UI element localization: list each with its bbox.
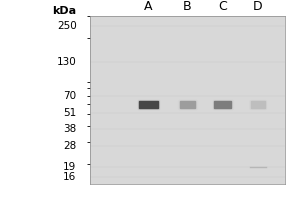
Bar	[250, 101, 265, 108]
Bar	[138, 100, 159, 109]
Bar	[213, 100, 232, 109]
Text: kDa: kDa	[52, 6, 76, 16]
Bar	[180, 101, 195, 108]
Bar	[250, 100, 266, 109]
Text: D: D	[253, 0, 262, 13]
Text: 38: 38	[63, 124, 76, 134]
Bar	[249, 100, 266, 109]
Text: 28: 28	[63, 141, 76, 151]
Bar	[179, 100, 196, 109]
Bar	[214, 101, 231, 108]
Bar	[251, 101, 265, 108]
Bar	[213, 100, 232, 109]
Text: 16: 16	[63, 172, 76, 182]
Bar	[139, 101, 158, 108]
Text: 51: 51	[63, 108, 76, 118]
Text: A: A	[144, 0, 153, 13]
Bar	[178, 100, 197, 109]
Text: 130: 130	[57, 57, 76, 67]
Text: 250: 250	[57, 21, 76, 31]
Bar	[179, 101, 196, 108]
Text: B: B	[183, 0, 192, 13]
Text: 70: 70	[63, 91, 76, 101]
Text: C: C	[218, 0, 227, 13]
Bar	[138, 100, 159, 109]
Text: 19: 19	[63, 162, 76, 172]
Bar	[139, 101, 158, 108]
Bar	[214, 101, 231, 108]
